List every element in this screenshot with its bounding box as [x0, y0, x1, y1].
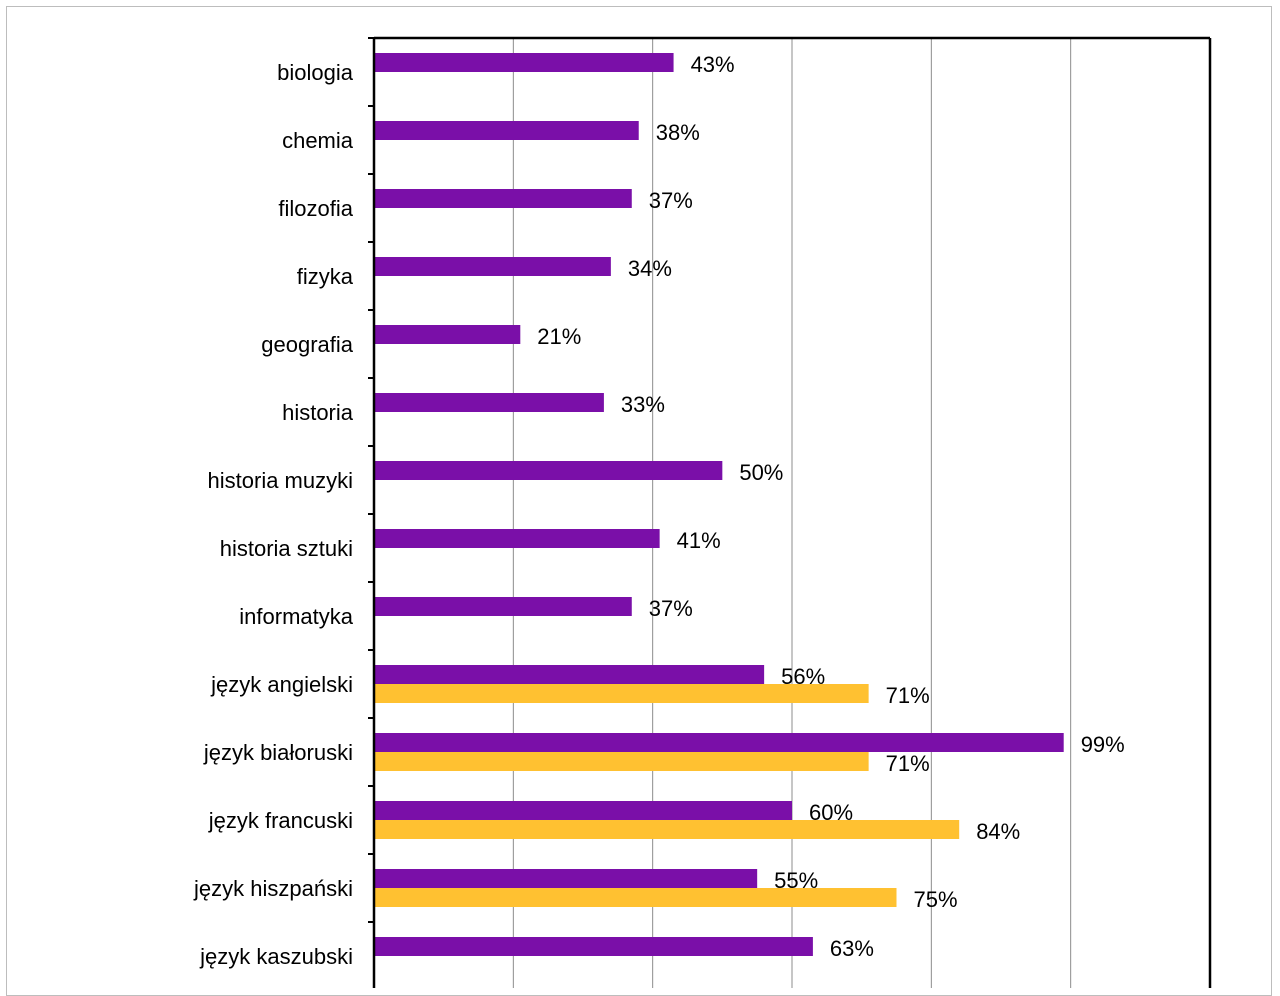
- bar: [375, 257, 611, 276]
- value-label: 37%: [649, 596, 693, 621]
- bar: [375, 53, 674, 72]
- category-label: fizyka: [297, 264, 354, 289]
- category-label: filozofia: [278, 196, 353, 221]
- category-label: geografia: [261, 332, 354, 357]
- bar: [375, 869, 758, 888]
- category-labels: biologia chemia filozofia fizyka geografia hi…: [193, 60, 354, 969]
- category-label: język francuski: [208, 808, 353, 833]
- bar: [375, 801, 792, 820]
- category-label: język hiszpański: [193, 876, 353, 901]
- bar: [375, 325, 521, 344]
- category-label: informatyka: [239, 604, 353, 629]
- bar: [375, 189, 632, 208]
- bar: [375, 684, 869, 703]
- bar: [375, 529, 660, 548]
- category-label: język angielski: [210, 672, 353, 697]
- category-label: język kaszubski: [199, 944, 353, 969]
- value-label: 50%: [739, 460, 783, 485]
- value-label: 41%: [677, 528, 721, 553]
- value-label: 71%: [886, 683, 930, 708]
- value-label: 38%: [656, 120, 700, 145]
- category-label: język białoruski: [203, 740, 353, 765]
- category-label: biologia: [277, 60, 354, 85]
- value-label: 33%: [621, 392, 665, 417]
- value-label: 99%: [1081, 732, 1125, 757]
- bar: [375, 121, 639, 140]
- axes: [368, 36, 1212, 988]
- bar: [375, 888, 897, 907]
- bar: [375, 393, 604, 412]
- value-label: 84%: [976, 819, 1020, 844]
- bars: [375, 53, 1064, 956]
- bar: [375, 461, 723, 480]
- value-label: 55%: [774, 868, 818, 893]
- bar: [375, 733, 1064, 752]
- value-labels: 43% 38% 37% 34% 21% 33% 50% 41% 37% 56% 71% 99% 71% 6…: [537, 52, 1124, 961]
- category-label: historia: [282, 400, 354, 425]
- gridlines: [512, 38, 1072, 988]
- bar: [375, 597, 632, 616]
- category-label: historia muzyki: [208, 468, 353, 493]
- value-label: 60%: [809, 800, 853, 825]
- value-label: 71%: [886, 751, 930, 776]
- value-label: 75%: [914, 887, 958, 912]
- category-label: chemia: [282, 128, 354, 153]
- value-label: 21%: [537, 324, 581, 349]
- category-label: historia sztuki: [220, 536, 353, 561]
- value-label: 37%: [649, 188, 693, 213]
- value-label: 43%: [691, 52, 735, 77]
- value-label: 63%: [830, 936, 874, 961]
- value-label: 34%: [628, 256, 672, 281]
- bar: [375, 665, 765, 684]
- bar: [375, 820, 960, 839]
- bar: [375, 937, 813, 956]
- value-label: 56%: [781, 664, 825, 689]
- bar: [375, 752, 869, 771]
